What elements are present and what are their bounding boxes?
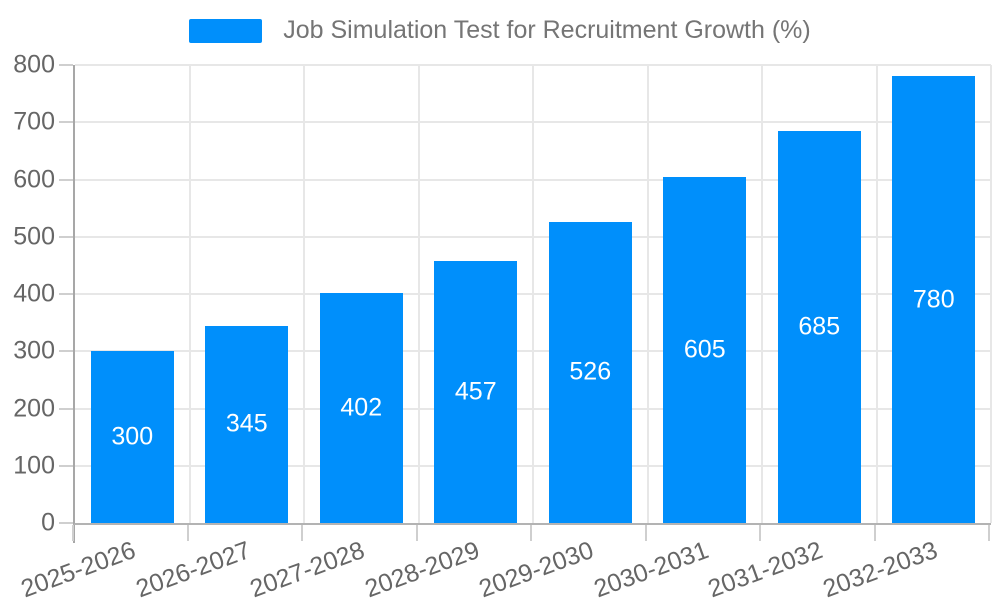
legend-label: Job Simulation Test for Recruitment Grow… (283, 16, 811, 44)
bar-value-label: 300 (111, 422, 154, 451)
y-axis-tick-label: 500 (13, 222, 55, 251)
bar[interactable]: 457 (434, 261, 518, 523)
y-axis-tick-label: 600 (13, 165, 55, 193)
bar[interactable]: 300 (90, 351, 174, 523)
bar[interactable]: 402 (319, 292, 403, 523)
x-axis-tick (186, 525, 189, 541)
bar-value-label: 605 (683, 335, 726, 364)
y-axis-tick-label: 300 (13, 336, 55, 365)
y-axis-tick (59, 64, 73, 66)
y-axis-tick-label: 100 (13, 451, 55, 480)
y-axis-tick-label: 700 (13, 107, 55, 136)
x-axis-tick (988, 525, 990, 541)
bar[interactable]: 605 (663, 176, 747, 523)
gridline-vertical (990, 65, 992, 523)
x-axis-tick (301, 525, 303, 541)
x-axis-tick (415, 525, 418, 541)
y-axis-tick (59, 522, 73, 524)
bar-value-label: 402 (340, 393, 383, 422)
x-axis-tick (644, 525, 647, 541)
gridline-vertical (646, 65, 649, 523)
legend-item[interactable]: Job Simulation Test for Recruitment Grow… (189, 16, 811, 45)
gridline-vertical (303, 65, 305, 523)
y-axis-tick (59, 407, 73, 410)
bar[interactable]: 345 (205, 325, 289, 523)
y-axis-tick (59, 350, 73, 353)
y-axis-tick-label: 0 (41, 508, 55, 537)
x-axis-tick (72, 525, 74, 541)
plot-area: 300 345 402 457 526 605 685 780 (73, 64, 992, 543)
legend-swatch-icon (189, 18, 263, 43)
y-axis-tick (59, 293, 73, 295)
gridline-vertical (875, 65, 878, 523)
bar[interactable]: 526 (548, 221, 632, 523)
bar[interactable]: 685 (777, 130, 861, 523)
bar-value-label: 457 (454, 377, 497, 406)
y-axis-tick-label: 400 (13, 279, 55, 308)
x-axis-tick (530, 525, 532, 541)
x-axis-tick (873, 525, 876, 541)
y-axis-tick (59, 121, 73, 124)
bar-value-label: 780 (912, 285, 955, 314)
bar-value-label: 526 (569, 357, 612, 386)
y-axis-tick (59, 235, 73, 238)
gridline-vertical (532, 65, 534, 523)
gridline-vertical (761, 65, 763, 523)
y-axis-tick (59, 178, 73, 181)
y-axis-tick-label: 800 (13, 50, 55, 79)
gridline-vertical (188, 65, 191, 523)
gridline-vertical (417, 65, 420, 523)
y-axis-tick (59, 464, 73, 467)
bar[interactable]: 780 (892, 76, 976, 523)
bar-value-label: 685 (798, 312, 841, 341)
bar-value-label: 345 (225, 409, 268, 438)
legend: Job Simulation Test for Recruitment Grow… (0, 16, 1000, 45)
x-axis-tick (759, 525, 761, 541)
y-axis-tick-label: 200 (13, 394, 55, 422)
